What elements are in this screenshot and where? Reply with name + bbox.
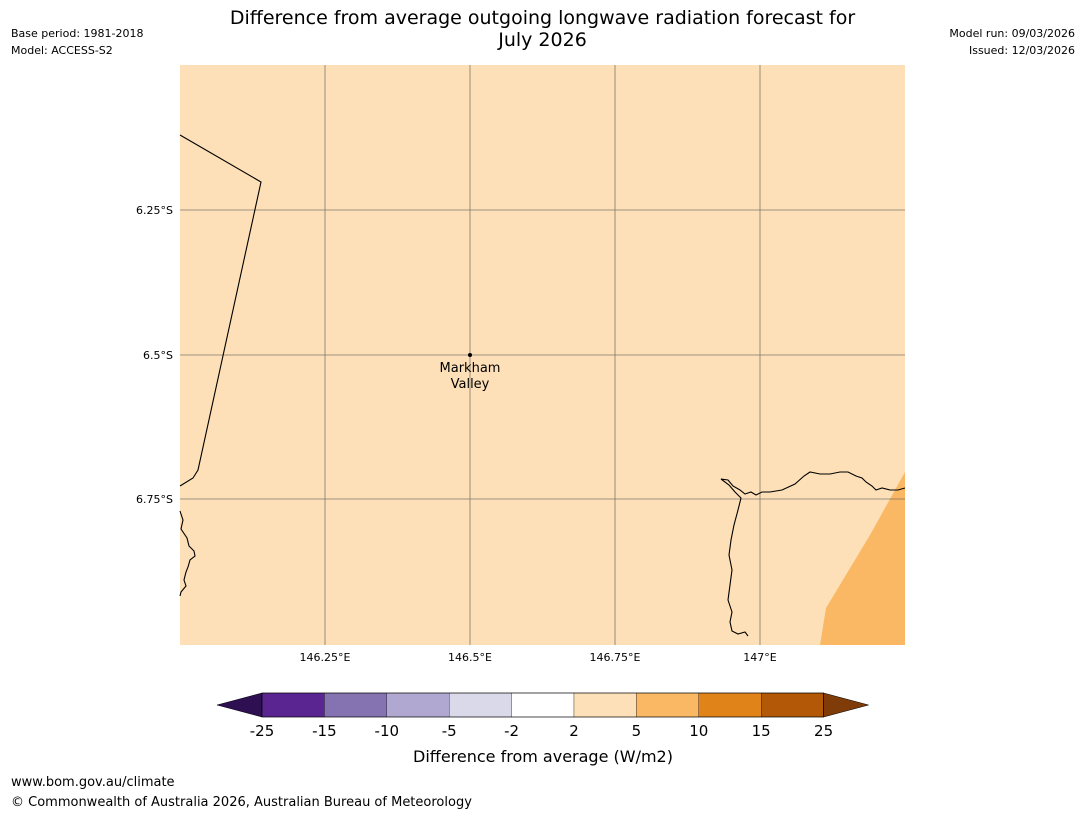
lon-label: 147°E: [743, 651, 776, 664]
anomaly-region: [820, 472, 905, 645]
run-info: Model run: 09/03/2026 Issued: 12/03/2026: [949, 25, 1075, 59]
colorbar-tick-label: 25: [814, 722, 833, 740]
colorbar-tick-label: 5: [632, 722, 642, 740]
place-dot: [468, 353, 472, 357]
place-marker-markham-valley: Markham Valley: [440, 353, 501, 392]
lon-label: 146.5°E: [448, 651, 492, 664]
place-name-line-1: Markham: [440, 361, 501, 376]
colorbar-segment: [761, 692, 824, 718]
colorbar-label: Difference from average (W/m2): [413, 747, 673, 766]
base-period-text: Base period: 1981-2018: [11, 27, 144, 40]
colorbar-tick-label: -10: [375, 722, 400, 740]
colorbar-segment: [386, 692, 450, 718]
lat-label: 6.75°S: [136, 493, 173, 506]
coastline-gulf: [720, 471, 906, 637]
model-text: Model: ACCESS-S2: [11, 44, 113, 57]
lon-axis-labels: 146.25°E 146.5°E 146.75°E 147°E: [300, 651, 777, 664]
base-info: Base period: 1981-2018 Model: ACCESS-S2: [11, 25, 143, 59]
lon-label: 146.25°E: [300, 651, 351, 664]
province-border: [179, 134, 262, 487]
colorbar-tick-label: -2: [504, 722, 519, 740]
footer-copyright: © Commonwealth of Australia 2026, Austra…: [11, 795, 472, 810]
colorbar-extend-low: [216, 692, 263, 718]
colorbar-tick-label: -5: [442, 722, 457, 740]
lat-axis-labels: 6.25°S 6.5°S 6.75°S: [136, 204, 173, 506]
colorbar-tick-label: 2: [569, 722, 579, 740]
issued-text: Issued: 12/03/2026: [968, 44, 1075, 57]
colorbar-outline: [261, 692, 824, 718]
map-panel: Markham Valley: [179, 65, 906, 645]
coastline-west: [179, 510, 196, 597]
colorbar-segment: [261, 692, 325, 718]
gridlines: [180, 65, 905, 645]
place-name-line-2: Valley: [451, 377, 490, 392]
model-run-text: Model run: 09/03/2026: [949, 27, 1075, 40]
title-line-1: Difference from average outgoing longwav…: [229, 7, 856, 29]
lat-label: 6.25°S: [136, 204, 173, 217]
colorbar-segment: [324, 692, 387, 718]
colorbar-tick-label: -25: [250, 722, 275, 740]
colorbar-extend-high: [823, 692, 870, 718]
footer-url[interactable]: www.bom.gov.au/climate: [11, 775, 175, 790]
colorbar-segment: [698, 692, 762, 718]
colorbar-tick-label: 15: [752, 722, 771, 740]
colorbar-segment: [636, 692, 699, 718]
coastlines-and-borders: [179, 134, 906, 637]
colorbar-segment: [449, 692, 512, 718]
title-line-2: July 2026: [498, 29, 587, 51]
colorbar-tick-labels: -25 -15 -10 -5 -2 2 5 10 15 25: [250, 722, 833, 740]
colorbar-segment: [511, 692, 575, 718]
colorbar-tick-label: 10: [689, 722, 708, 740]
colorbar: [216, 692, 870, 718]
lat-label: 6.5°S: [143, 349, 173, 362]
colorbar-segment: [573, 692, 637, 718]
page-title: Difference from average outgoing longwav…: [180, 7, 905, 51]
lon-label: 146.75°E: [590, 651, 641, 664]
colorbar-tick-label: -15: [312, 722, 337, 740]
